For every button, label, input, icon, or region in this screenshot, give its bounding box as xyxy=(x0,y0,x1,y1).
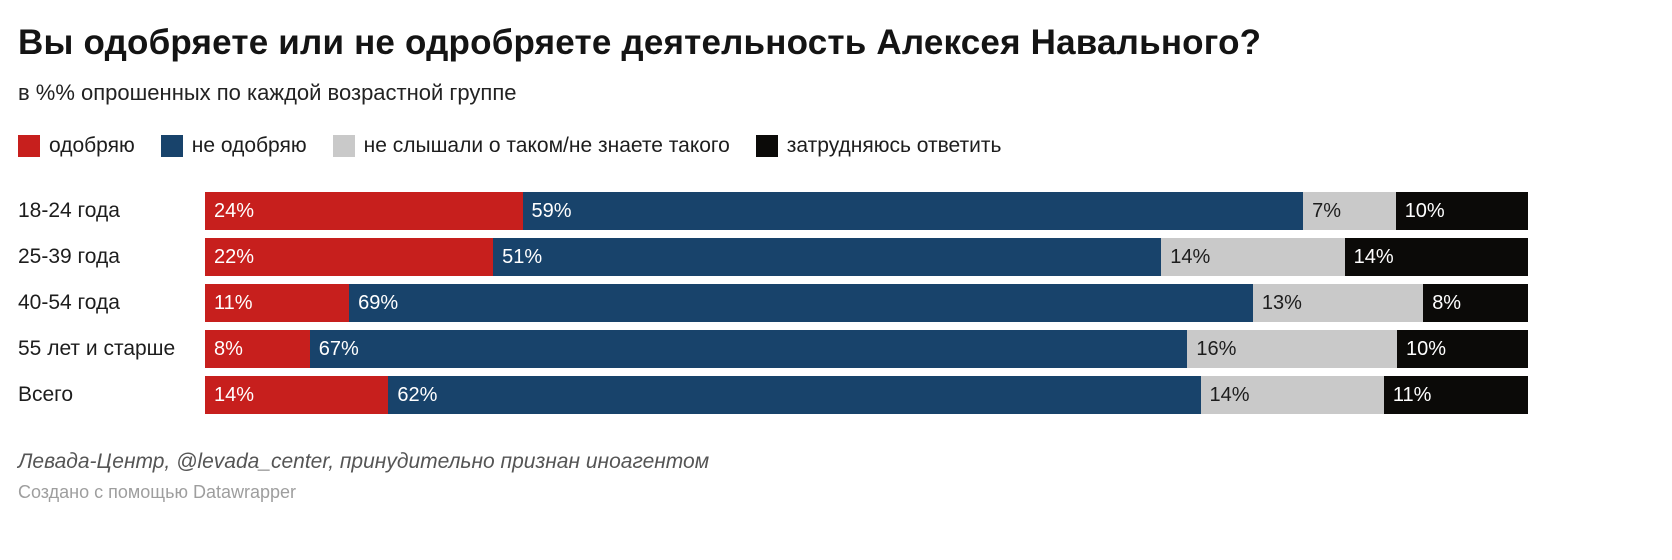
chart-footer: Левада-Центр, @levada_center, принудител… xyxy=(18,450,1654,503)
bar-value-label: 24% xyxy=(214,200,255,222)
bar-value-label: 11% xyxy=(1392,384,1432,406)
bar-value-label: 69% xyxy=(358,292,399,314)
bar-segment: 69% xyxy=(349,284,1253,322)
bar-segment: 13% xyxy=(1252,284,1424,322)
bar-row: 18-24 года 24% 59% 7% 10% xyxy=(18,192,1528,230)
source-note: Левада-Центр, @levada_center, принудител… xyxy=(18,450,710,473)
bar-row: 55 лет и старше 8% 67% 16% 10% xyxy=(18,330,1528,368)
legend: одобряю не одобряю не слышали о таком/не з… xyxy=(18,134,1654,158)
bar-segment: 59% xyxy=(522,192,1304,230)
category-label: 18-24 года xyxy=(18,199,120,222)
category-label: Всего xyxy=(18,383,74,406)
bar-segment: 24% xyxy=(205,192,523,230)
bar-segment: 16% xyxy=(1187,330,1397,368)
bar-segment: 51% xyxy=(493,238,1162,276)
chart: Вы одобряете или не одробряете деятельно… xyxy=(18,23,1654,503)
bar-value-label: 22% xyxy=(214,246,255,268)
bar-track: 14% 62% 14% 11% xyxy=(205,376,1528,414)
bar-segment: 14% xyxy=(1200,376,1384,414)
legend-item: одобряю xyxy=(18,134,135,158)
bar-row: 25-39 года 22% 51% 14% 14% xyxy=(18,238,1528,276)
legend-swatch-icon xyxy=(332,135,355,157)
bar-value-label: 10% xyxy=(1404,200,1445,222)
bar-value-label: 13% xyxy=(1261,292,1302,314)
bar-value-label: 16% xyxy=(1196,338,1237,360)
bar-track: 11% 69% 13% 8% xyxy=(205,284,1528,322)
bar-value-label: 62% xyxy=(397,384,438,406)
bar-value-label: 67% xyxy=(318,338,359,360)
category-label: 40-54 года xyxy=(18,291,120,314)
bar-value-label: 11% xyxy=(214,292,253,314)
legend-label: одобряю xyxy=(49,134,135,157)
bar-value-label: 59% xyxy=(531,200,572,222)
chart-subtitle: в %% опрошенных по каждой возрастной гру… xyxy=(18,80,517,105)
bar-value-label: 14% xyxy=(214,384,255,406)
bar-segment: 8% xyxy=(1423,284,1528,322)
bar-segment: 10% xyxy=(1395,192,1528,230)
bar-value-label: 10% xyxy=(1405,338,1447,360)
bar-value-label: 8% xyxy=(1432,292,1462,314)
bar-segment: 10% xyxy=(1396,330,1528,368)
bar-row: Всего 14% 62% 14% 11% xyxy=(18,376,1528,414)
category-label: 55 лет и старше xyxy=(18,337,176,360)
bar-value-label: 14% xyxy=(1353,246,1394,268)
bar-value-label: 14% xyxy=(1209,384,1250,406)
bar-track: 24% 59% 7% 10% xyxy=(205,192,1528,230)
bar-segment: 11% xyxy=(1383,376,1528,414)
bar-segment: 67% xyxy=(309,330,1188,368)
legend-swatch-icon xyxy=(755,135,778,157)
bar-row: 40-54 года 11% 69% 13% 8% xyxy=(18,284,1528,322)
bar-rows: 18-24 года 24% 59% 7% 10% 25-39 года 22% 51% 14%… xyxy=(18,192,1654,414)
bar-value-label: 51% xyxy=(502,246,543,268)
legend-swatch-icon xyxy=(160,135,183,157)
bar-value-label: 14% xyxy=(1170,246,1211,268)
datawrapper-credit: Создано с помощью Datawrapper xyxy=(18,482,297,502)
bar-track: 8% 67% 16% 10% xyxy=(205,330,1528,368)
legend-item: не слышали о таком/не знаете такого xyxy=(332,134,730,158)
bar-segment: 7% xyxy=(1303,192,1396,230)
legend-swatch-icon xyxy=(18,135,40,157)
bar-segment: 62% xyxy=(388,376,1201,414)
legend-label: не слышали о таком/не знаете такого xyxy=(363,134,730,157)
bar-segment: 8% xyxy=(205,330,310,368)
legend-item: затрудняюсь ответить xyxy=(755,134,1002,158)
bar-segment: 11% xyxy=(205,284,350,322)
bar-value-label: 7% xyxy=(1312,200,1341,222)
chart-title: Вы одобряете или не одробряете деятельно… xyxy=(18,23,1262,62)
bar-track: 22% 51% 14% 14% xyxy=(205,238,1528,276)
legend-label: не одобряю xyxy=(191,134,307,157)
bar-segment: 22% xyxy=(205,238,494,276)
category-label: 25-39 года xyxy=(18,245,120,268)
bar-segment: 14% xyxy=(205,376,389,414)
bar-segment: 14% xyxy=(1161,238,1345,276)
bar-segment: 14% xyxy=(1344,238,1528,276)
bar-value-label: 8% xyxy=(214,338,243,360)
legend-item: не одобряю xyxy=(160,134,307,158)
legend-label: затрудняюсь ответить xyxy=(786,134,1002,157)
